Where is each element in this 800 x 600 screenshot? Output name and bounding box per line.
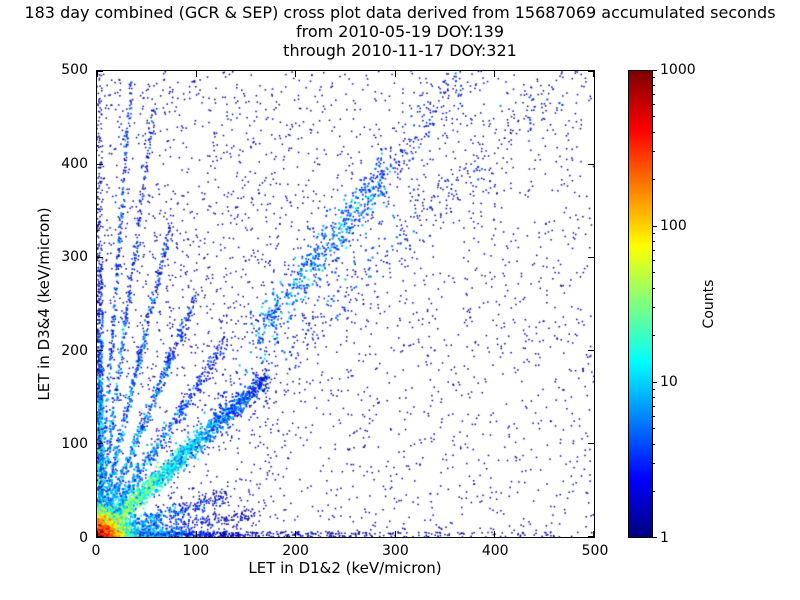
chart-title: 183 day combined (GCR & SEP) cross plot … (24, 3, 776, 22)
x-tick-label: 300 (382, 543, 409, 559)
colorbar-tick-mark (653, 272, 655, 274)
tick-mark (494, 531, 496, 537)
colorbar-tick-mark (653, 307, 655, 309)
colorbar-tick-mark (653, 463, 655, 465)
tick-mark (295, 531, 297, 537)
colorbar-tick-mark (653, 260, 655, 262)
colorbar-tick-mark (653, 70, 657, 71)
colorbar-tick-mark (653, 225, 657, 227)
x-tick-label: 500 (581, 543, 609, 559)
colorbar-gradient (629, 71, 652, 537)
tick-mark (588, 163, 594, 165)
tick-mark (394, 531, 396, 537)
x-tick-label: 200 (282, 543, 309, 559)
colorbar-tick-mark (653, 232, 655, 234)
colorbar-label: Counts (701, 279, 717, 329)
tick-mark (195, 71, 197, 77)
x-axis-label: LET in D1&2 (keV/micron) (248, 559, 442, 577)
colorbar-tick-label: 100 (660, 218, 687, 234)
colorbar-tick-mark (653, 443, 655, 445)
colorbar-tick-mark (653, 490, 655, 492)
plot-area (96, 70, 595, 538)
tick-mark (97, 163, 103, 165)
y-tick-label: 400 (61, 155, 88, 172)
x-tick-label: 100 (182, 543, 210, 559)
colorbar-tick-label: 10 (660, 374, 678, 390)
tick-mark (97, 443, 103, 445)
tick-mark (588, 350, 594, 352)
colorbar-tick-label: 1 (660, 530, 669, 546)
colorbar-tick-mark (653, 405, 655, 407)
y-tick-label: 500 (61, 62, 88, 78)
tick-mark (588, 536, 594, 537)
y-tick-label: 200 (61, 342, 88, 359)
tick-mark (593, 71, 594, 77)
colorbar-tick-mark (653, 116, 655, 118)
tick-mark (97, 256, 103, 258)
tick-mark (97, 71, 98, 77)
colorbar-tick-mark (653, 131, 655, 133)
tick-mark (295, 71, 297, 77)
colorbar-tick-mark (653, 84, 655, 86)
colorbar-tick-mark (653, 334, 655, 336)
colorbar-tick-mark (653, 537, 657, 538)
tick-mark (97, 531, 98, 537)
colorbar-tick-mark (653, 240, 655, 242)
colorbar-tick-label: 1000 (660, 62, 696, 78)
colorbar-tick-mark (653, 76, 655, 78)
scatter-canvas (97, 71, 594, 537)
tick-mark (97, 350, 103, 352)
colorbar-tick-mark (653, 388, 655, 390)
tick-mark (97, 536, 103, 537)
colorbar-tick-mark (653, 249, 655, 251)
x-tick-label: 0 (91, 543, 101, 559)
y-axis-label: LET in D3&4 (keV/micron) (35, 207, 53, 401)
y-tick-label: 100 (61, 436, 88, 453)
tick-mark (394, 71, 396, 77)
colorbar-tick-mark (653, 416, 655, 418)
tick-mark (97, 71, 103, 72)
colorbar (628, 70, 653, 538)
colorbar-tick-mark (653, 93, 655, 95)
chart-subtitle-through: through 2010-11-17 DOY:321 (283, 41, 517, 60)
chart-subtitle-from: from 2010-05-19 DOY:139 (295, 22, 504, 41)
tick-mark (593, 531, 594, 537)
y-tick-label: 300 (61, 249, 88, 266)
tick-mark (494, 71, 496, 77)
colorbar-tick-mark (653, 287, 655, 289)
y-tick-label: 0 (79, 530, 88, 546)
colorbar-tick-mark (653, 178, 655, 180)
tick-mark (588, 256, 594, 258)
x-tick-label: 400 (481, 543, 509, 559)
tick-mark (588, 443, 594, 445)
colorbar-tick-mark (653, 151, 655, 153)
colorbar-tick-mark (653, 428, 655, 430)
colorbar-tick-mark (653, 381, 657, 383)
tick-mark (588, 71, 594, 72)
colorbar-tick-mark (653, 104, 655, 106)
colorbar-tick-mark (653, 396, 655, 398)
tick-mark (195, 531, 197, 537)
